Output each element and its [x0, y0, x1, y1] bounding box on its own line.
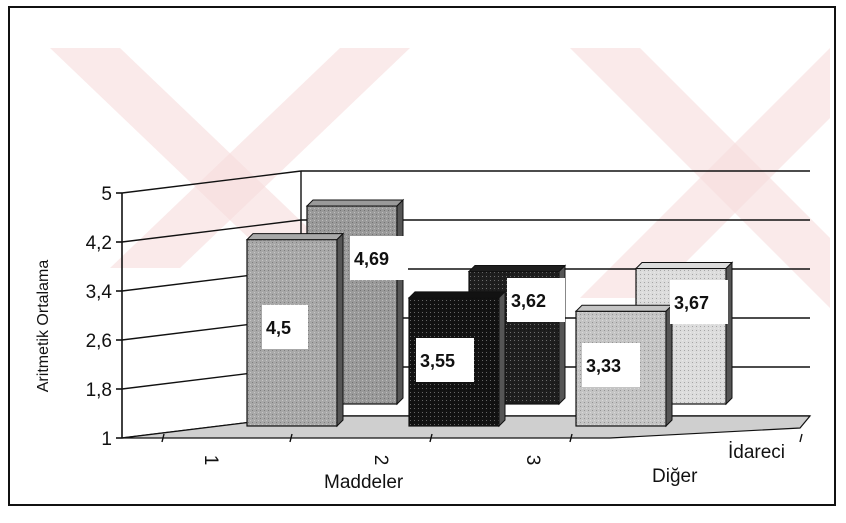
data-label-box	[670, 280, 728, 324]
y-tick-label: 3,4	[86, 282, 113, 303]
chart-frame: 4,5 4,69 3,55 3,62 3,33 3,67 1 1,8 2,6 3,4 4,2 5 1 2…	[8, 6, 836, 506]
data-label: 3,67	[674, 293, 709, 313]
data-labels: 4,5 4,69 3,55 3,62 3,33 3,67	[262, 236, 728, 387]
x-tick-mark	[429, 433, 433, 443]
y-tick-label: 1	[101, 429, 112, 450]
bar-top	[305, 199, 405, 207]
bar-side	[336, 232, 344, 428]
bar-top	[634, 261, 734, 269]
bar-top	[467, 265, 567, 273]
data-label: 3,55	[420, 351, 455, 371]
y-tick-label: 1,8	[86, 380, 112, 401]
x-tick-mark	[569, 433, 573, 443]
y-tick-label: 2,6	[86, 331, 112, 352]
data-label-box	[350, 236, 408, 280]
x-tick-label: 2	[370, 455, 391, 466]
bar-side	[498, 290, 506, 428]
x-tick-mark	[799, 433, 803, 443]
x-tick-mark	[161, 433, 165, 443]
axes: 1 1,8 2,6 3,4 4,2 5 1 2 3 Maddeler Aritmetik Ortal…	[35, 184, 803, 493]
x-tick-mark	[289, 433, 293, 443]
watermark	[50, 48, 830, 308]
data-label: 3,62	[511, 291, 546, 311]
data-label: 3,33	[586, 356, 621, 376]
data-label-box	[507, 278, 565, 322]
bar-side	[396, 198, 404, 406]
bar-top	[407, 291, 507, 299]
bar-top	[245, 233, 345, 241]
gridline-left-5	[121, 170, 302, 194]
data-label: 4,5	[266, 318, 291, 338]
x-tick-label: 1	[200, 455, 221, 466]
x-tick-label: 3	[522, 455, 543, 466]
series-label-diger: Diğer	[652, 466, 698, 487]
data-label-box	[416, 338, 474, 382]
data-label-box	[582, 343, 640, 387]
series-label-idareci: İdareci	[728, 442, 785, 463]
chart: 4,5 4,69 3,55 3,62 3,33 3,67 1 1,8 2,6 3,4 4,2 5 1 2…	[35, 48, 830, 493]
y-tick-label: 5	[101, 184, 112, 205]
y-tick-label: 4,2	[86, 233, 112, 254]
x-axis-title: Maddeler	[324, 472, 404, 493]
data-label-box	[262, 305, 308, 349]
data-label: 4,69	[354, 249, 389, 269]
gridline-left-4	[121, 219, 302, 243]
bar-top	[574, 304, 674, 312]
y-axis-title: Aritmetik Ortalama	[35, 260, 52, 393]
